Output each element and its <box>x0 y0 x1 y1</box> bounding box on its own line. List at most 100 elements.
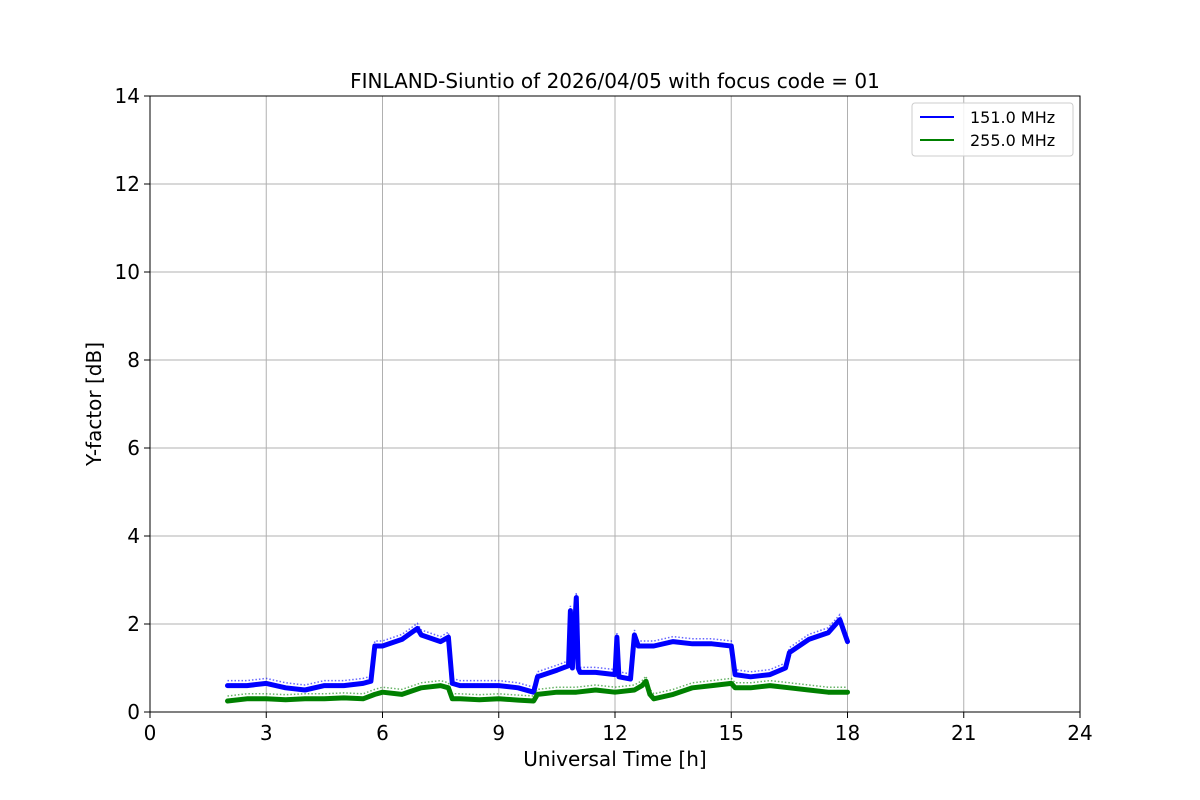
data-point <box>768 673 772 677</box>
data-point <box>400 637 404 642</box>
data-point <box>787 686 792 690</box>
data-point <box>535 692 540 697</box>
data-point <box>373 692 377 697</box>
data-point <box>636 644 640 648</box>
data-point <box>568 609 573 613</box>
data-point <box>264 681 268 686</box>
data-point <box>566 664 571 668</box>
data-point <box>284 698 288 702</box>
y-axis-label: Y-factor [dB] <box>82 342 106 467</box>
y-tick-label: 12 <box>115 172 140 196</box>
data-point <box>690 686 695 690</box>
data-point <box>613 673 617 677</box>
data-point <box>729 681 733 686</box>
data-point <box>632 633 637 637</box>
data-point <box>807 688 811 692</box>
data-point <box>671 692 675 697</box>
data-point <box>594 670 598 675</box>
x-tick-label: 6 <box>376 721 389 745</box>
data-point <box>400 692 404 697</box>
y-tick-label: 14 <box>115 84 140 108</box>
series-noise-band <box>227 592 849 689</box>
legend: 151.0 MHz 255.0 MHz <box>911 102 1074 157</box>
x-tick-label: 15 <box>719 721 744 745</box>
y-tick-label: 0 <box>127 700 140 724</box>
data-point <box>439 640 443 644</box>
data-point <box>415 626 419 631</box>
data-point <box>787 651 792 655</box>
data-point <box>225 699 230 703</box>
series-group <box>225 674 850 704</box>
x-tick-label: 9 <box>492 721 505 745</box>
data-point <box>574 596 578 600</box>
data-point <box>733 673 737 677</box>
data-point <box>644 679 648 683</box>
x-tick-label: 3 <box>260 721 273 745</box>
data-point <box>446 635 450 639</box>
data-point <box>845 640 850 644</box>
data-point <box>594 688 598 692</box>
data-point <box>342 684 346 688</box>
data-point <box>497 684 501 688</box>
data-point <box>477 698 481 702</box>
data-point <box>369 679 373 683</box>
data-point <box>245 684 249 688</box>
data-point <box>361 697 365 701</box>
data-point <box>628 677 633 681</box>
data-point <box>555 668 559 672</box>
data-point <box>322 697 326 701</box>
y-tick-label: 4 <box>127 524 140 548</box>
data-point <box>361 681 365 686</box>
legend-entry-label: 255.0 MHz <box>970 131 1055 150</box>
data-point <box>613 690 617 694</box>
data-point <box>419 633 423 637</box>
data-point <box>439 684 443 688</box>
data-point <box>477 684 481 688</box>
data-point <box>749 686 753 690</box>
data-point <box>284 686 288 690</box>
data-point <box>615 635 619 639</box>
x-tick-label: 12 <box>602 721 627 745</box>
data-point <box>578 670 582 675</box>
data-point <box>617 675 621 679</box>
data-point <box>733 686 737 690</box>
x-tick-label: 21 <box>951 721 976 745</box>
series-layer <box>225 592 850 704</box>
data-point <box>303 697 307 701</box>
y-tick-label: 8 <box>127 348 140 372</box>
data-point <box>826 631 830 635</box>
y-tick-label: 2 <box>127 612 140 636</box>
data-point <box>555 690 559 694</box>
data-point <box>458 684 462 688</box>
x-tick-label: 24 <box>1067 721 1092 745</box>
chart-title: FINLAND-Siuntio of 2026/04/05 with focus… <box>350 69 880 93</box>
data-point <box>710 642 714 646</box>
data-point <box>516 698 520 702</box>
data-point <box>632 688 637 692</box>
data-point <box>342 696 346 700</box>
data-point <box>264 697 268 701</box>
data-point <box>380 690 385 694</box>
data-point <box>458 697 462 701</box>
data-point <box>245 697 249 701</box>
data-point <box>303 688 307 692</box>
data-point <box>768 684 772 688</box>
data-point <box>322 684 326 688</box>
data-point <box>380 644 385 648</box>
data-point <box>532 699 536 703</box>
data-point <box>729 644 733 648</box>
data-point <box>826 690 830 694</box>
data-point <box>652 644 656 648</box>
data-point <box>532 690 536 694</box>
y-tick-label: 10 <box>115 260 140 284</box>
data-point <box>845 690 850 694</box>
data-point <box>652 697 656 701</box>
data-point <box>450 681 454 686</box>
data-point <box>710 684 714 688</box>
x-tick-label: 18 <box>835 721 860 745</box>
data-point <box>838 618 842 622</box>
y-tick-label: 6 <box>127 436 140 460</box>
data-point <box>783 666 788 670</box>
data-point <box>648 692 652 697</box>
